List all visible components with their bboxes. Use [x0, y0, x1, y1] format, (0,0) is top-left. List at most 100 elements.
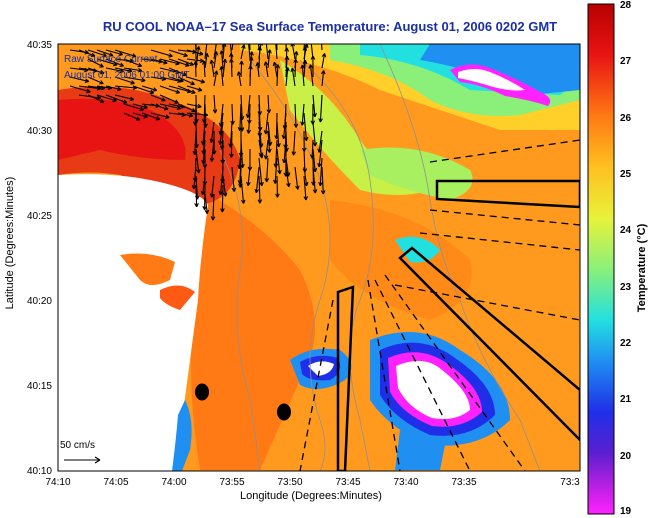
- current-vector-head: [278, 143, 281, 148]
- current-vector-head: [213, 70, 218, 75]
- current-vector-head: [97, 95, 101, 99]
- current-vector: [265, 44, 269, 60]
- current-vector: [114, 85, 137, 89]
- current-vector-head: [192, 107, 196, 112]
- current-vector: [231, 103, 234, 125]
- current-vector: [240, 139, 244, 168]
- current-vector-head: [275, 37, 277, 40]
- x-tick: 73:45: [335, 477, 360, 488]
- current-vector: [150, 103, 169, 110]
- current-vector: [159, 67, 180, 74]
- current-vector: [168, 112, 186, 116]
- current-vector: [283, 112, 287, 139]
- current-vector-head: [162, 97, 166, 101]
- current-vector-head: [263, 61, 267, 66]
- current-vector-head: [193, 61, 196, 66]
- current-vector-head: [136, 116, 141, 121]
- current-vector: [273, 61, 278, 78]
- current-vector: [220, 103, 224, 127]
- current-vector: [240, 112, 243, 132]
- current-vector-head: [233, 187, 237, 192]
- current-vector: [255, 166, 260, 193]
- current-vector: [159, 76, 182, 83]
- cb-tick: 22: [620, 338, 632, 349]
- y-tick: 40:25: [27, 211, 52, 222]
- current-vector-head: [196, 144, 199, 149]
- x-tick-labels: 74:10 74:05 74:00 73:55 73:50 73:45 73:4…: [45, 477, 580, 488]
- current-vector: [213, 44, 217, 60]
- current-vector-head: [314, 112, 317, 118]
- colorbar-ticks: 28 27 26 25 24 23 22 21 20 19: [620, 0, 632, 517]
- current-vector-head: [293, 151, 297, 156]
- current-vector: [177, 103, 196, 112]
- current-vector: [321, 166, 324, 195]
- box-south: [336, 285, 355, 471]
- current-vector-head: [249, 51, 253, 56]
- current-vector-head: [200, 58, 204, 62]
- current-vector: [87, 49, 107, 57]
- current-vector-head: [212, 216, 216, 221]
- current-vector: [258, 157, 263, 186]
- current-vector: [220, 50, 224, 69]
- current-vector-head: [211, 157, 215, 162]
- current-vector-head: [221, 208, 225, 213]
- current-vector: [195, 184, 198, 207]
- cb-tick: 27: [620, 56, 632, 67]
- current-vector-head: [177, 105, 181, 110]
- current-vector-head: [144, 104, 148, 109]
- current-vector-head: [259, 111, 263, 116]
- current-vector: [105, 58, 124, 67]
- current-vector-head: [261, 181, 264, 187]
- current-vector: [292, 130, 296, 156]
- current-vector: [318, 139, 323, 167]
- box-northeast: [435, 179, 580, 209]
- current-vector-head: [100, 63, 104, 68]
- current-vector: [248, 44, 251, 60]
- current-vector: [275, 139, 278, 168]
- current-vector: [114, 94, 134, 101]
- current-vector: [276, 121, 280, 147]
- current-vector: [203, 61, 206, 78]
- current-vector-head: [196, 195, 200, 200]
- current-vector: [312, 166, 316, 194]
- current-vector: [231, 44, 234, 51]
- current-vector: [186, 85, 202, 91]
- current-vector: [303, 175, 307, 201]
- current-vector-head: [210, 138, 215, 143]
- current-vector: [222, 58, 226, 78]
- current-vector-head: [248, 56, 252, 61]
- y-axis-label: Latitude (Degrees:Minutes): [4, 176, 16, 310]
- current-vector: [240, 94, 243, 120]
- current-vector: [285, 157, 290, 177]
- current-vector: [283, 139, 287, 163]
- current-vector: [96, 85, 112, 89]
- current-vector: [186, 76, 205, 83]
- plot-frame: [57, 43, 581, 472]
- current-vector: [105, 67, 124, 73]
- y-tick: 40:35: [27, 40, 52, 51]
- current-vector-head: [241, 44, 245, 49]
- current-vector: [247, 166, 251, 186]
- current-vector: [291, 44, 296, 60]
- current-vector-head: [285, 67, 289, 72]
- current-vector: [202, 175, 206, 195]
- current-vector: [114, 58, 134, 62]
- current-vector-head: [311, 39, 313, 42]
- current-vector-head: [243, 199, 246, 204]
- box-southeast: [398, 246, 580, 442]
- current-vector: [202, 139, 206, 164]
- current-vector-head: [100, 80, 104, 84]
- current-vector: [114, 67, 132, 72]
- current-vector: [247, 112, 251, 134]
- current-vector: [267, 121, 271, 146]
- current-vector: [267, 94, 270, 114]
- current-vector: [123, 103, 144, 111]
- current-vector: [150, 58, 168, 64]
- current-vector: [202, 121, 206, 145]
- current-vector-head: [285, 35, 287, 39]
- current-vector: [194, 61, 197, 78]
- current-vector: [319, 94, 323, 123]
- current-vector-head: [266, 178, 270, 183]
- current-vector: [301, 103, 305, 126]
- current-vector-head: [248, 129, 252, 134]
